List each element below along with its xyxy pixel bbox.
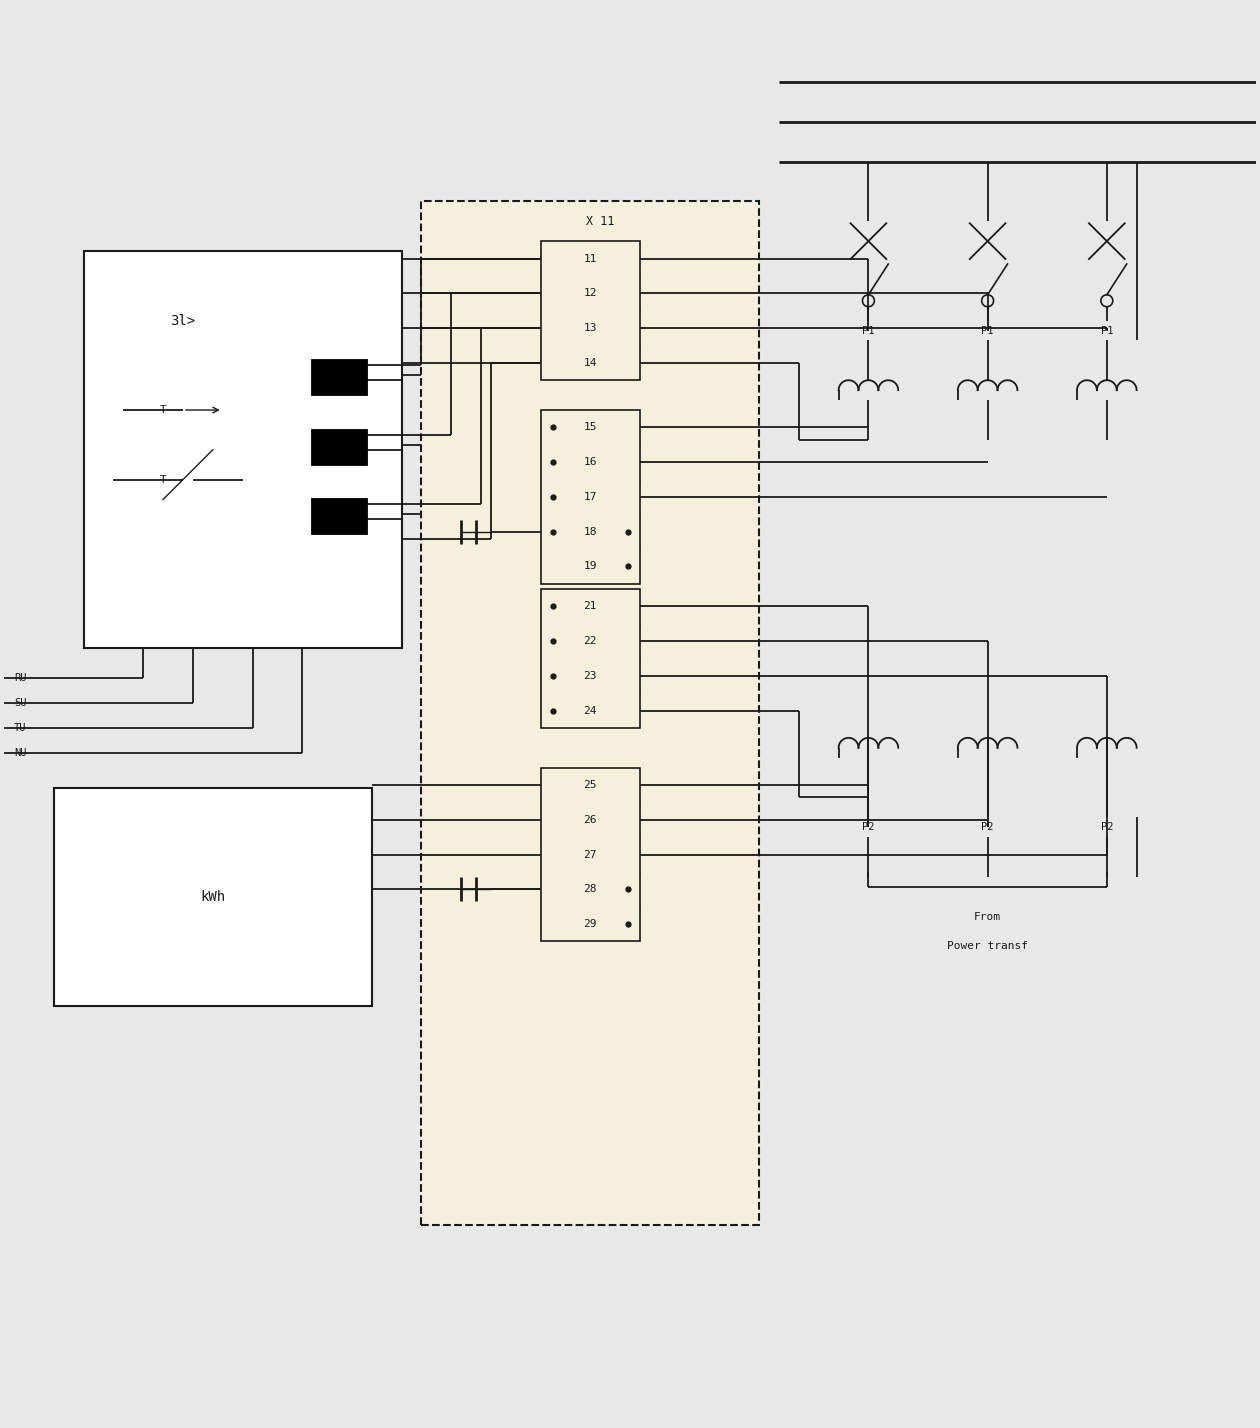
Text: 11: 11	[583, 254, 597, 264]
Text: P2: P2	[982, 823, 994, 833]
Text: kWh: kWh	[200, 890, 226, 904]
Text: T: T	[160, 406, 166, 416]
Bar	[541, 768, 640, 941]
Text: SU: SU	[14, 698, 26, 708]
Text: P1: P1	[862, 326, 874, 336]
Text: 26: 26	[583, 815, 597, 825]
Bar	[54, 787, 372, 1007]
Bar	[541, 241, 640, 380]
Bar	[83, 251, 402, 648]
Text: 12: 12	[583, 288, 597, 298]
Text: 16: 16	[583, 457, 597, 467]
Bar	[541, 588, 640, 728]
Text: From: From	[974, 911, 1002, 921]
Bar	[421, 201, 759, 1225]
Text: 15: 15	[583, 423, 597, 433]
Text: 19: 19	[583, 561, 597, 571]
Bar	[421, 201, 759, 1225]
Text: 14: 14	[583, 358, 597, 368]
Text: NU: NU	[14, 748, 26, 758]
Bar	[312, 360, 367, 396]
Text: 17: 17	[583, 491, 597, 503]
Text: RU: RU	[14, 673, 26, 683]
Text: 25: 25	[583, 780, 597, 790]
Text: 22: 22	[583, 635, 597, 645]
Text: P2: P2	[862, 823, 874, 833]
Text: 29: 29	[583, 920, 597, 930]
Text: 3l>: 3l>	[170, 314, 195, 327]
Bar	[312, 430, 367, 464]
Text: P1: P1	[1100, 326, 1113, 336]
Text: Power transf: Power transf	[948, 941, 1028, 951]
Text: 13: 13	[583, 323, 597, 333]
Text: 27: 27	[583, 850, 597, 860]
Text: 28: 28	[583, 884, 597, 894]
Text: 24: 24	[583, 705, 597, 715]
Text: P2: P2	[1100, 823, 1113, 833]
Text: TU: TU	[14, 723, 26, 733]
Text: T: T	[160, 474, 166, 484]
Bar	[541, 410, 640, 584]
Text: 18: 18	[583, 527, 597, 537]
Text: P1: P1	[982, 326, 994, 336]
Bar	[312, 500, 367, 534]
Text: 23: 23	[583, 671, 597, 681]
Text: 21: 21	[583, 601, 597, 611]
Text: X 11: X 11	[586, 214, 615, 228]
